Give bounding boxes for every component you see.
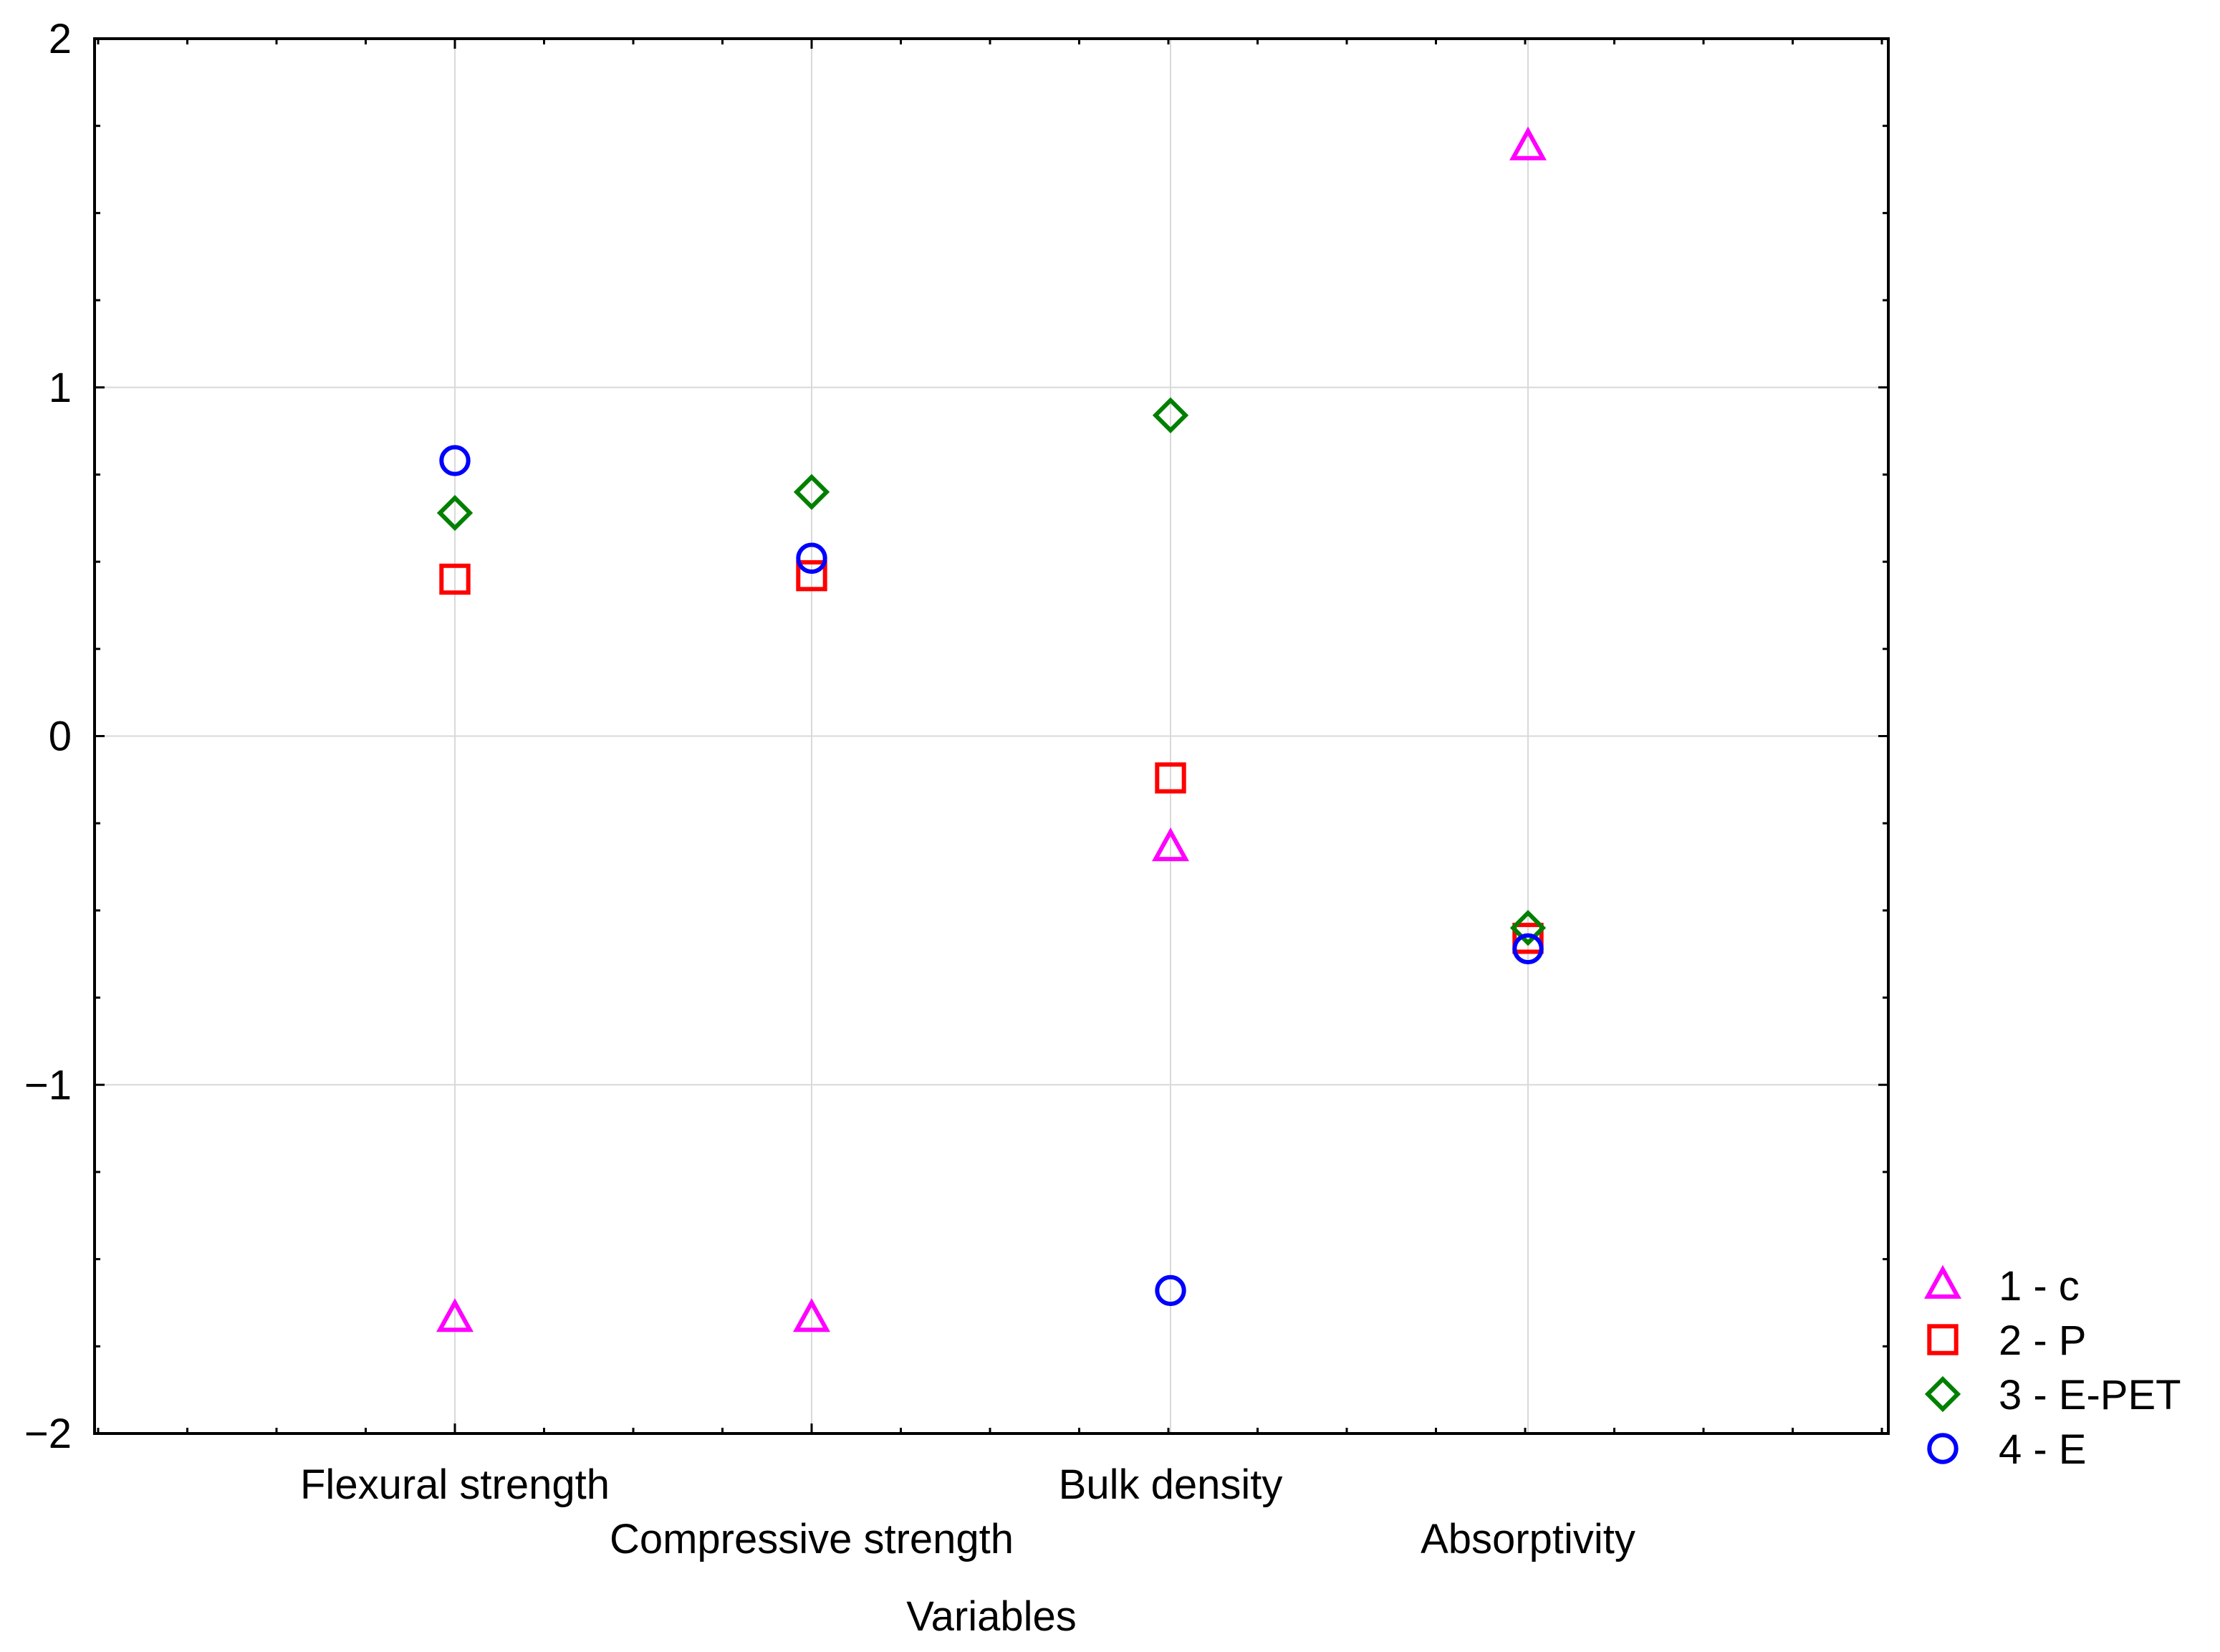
series-1 <box>436 126 1547 1332</box>
x-tick-label: Compressive strength <box>610 1516 1014 1562</box>
x-tick-label: Absorptivity <box>1421 1516 1635 1562</box>
series-2 <box>439 560 1544 954</box>
y-tick-label: −1 <box>24 1062 72 1108</box>
data-point-triangle <box>793 1298 830 1332</box>
x-tick-label: Bulk density <box>1059 1461 1283 1508</box>
legend-label: 4 - E <box>1999 1426 2087 1473</box>
data-point-circle <box>796 542 827 574</box>
data-series <box>436 126 1547 1332</box>
legend-item: 4 - E <box>1927 1426 2087 1473</box>
data-point-diamond <box>1509 910 1547 946</box>
legend-marker-circle <box>1927 1433 1959 1464</box>
data-point-triangle <box>1152 827 1189 862</box>
data-point-diamond <box>1152 397 1189 433</box>
data-point-square <box>1512 923 1544 954</box>
data-point-triangle <box>1509 126 1547 160</box>
legend-item: 3 - E-PET <box>1924 1372 2181 1418</box>
legend-label: 1 - c <box>1999 1263 2080 1310</box>
y-tick-label: 0 <box>49 714 72 760</box>
legend: 1 - c 2 - P 3 - E-PET 4 - E <box>1924 1263 2181 1473</box>
data-point-square <box>1155 762 1186 794</box>
legend-marker-diamond <box>1924 1375 1961 1413</box>
series-3 <box>436 397 1547 946</box>
y-tick-label: −2 <box>24 1411 72 1457</box>
legend-label: 3 - E-PET <box>1999 1372 2181 1418</box>
legend-marker-square <box>1927 1324 1959 1355</box>
legend-item: 2 - P <box>1927 1317 2087 1364</box>
x-tick-label: Flexural strength <box>300 1461 610 1508</box>
series-4 <box>439 445 1544 1307</box>
data-point-circle <box>1512 933 1544 965</box>
data-point-circle <box>1155 1274 1186 1307</box>
x-axis-title: Variables <box>906 1593 1077 1640</box>
legend-label: 2 - P <box>1999 1317 2087 1364</box>
axis-ticks <box>95 37 1888 1435</box>
data-point-diamond <box>436 494 474 532</box>
data-point-square <box>796 560 827 592</box>
legend-marker-triangle <box>1924 1264 1961 1299</box>
gridlines <box>95 39 1888 1434</box>
y-tick-label: 1 <box>49 365 72 411</box>
y-axis-tick-labels: −2 −1 0 1 2 <box>24 16 72 1457</box>
data-point-square <box>439 563 471 595</box>
data-point-triangle <box>436 1298 474 1332</box>
data-point-circle <box>439 445 471 476</box>
y-tick-label: 2 <box>49 16 72 62</box>
legend-item: 1 - c <box>1924 1263 2080 1310</box>
data-point-diamond <box>793 474 830 510</box>
